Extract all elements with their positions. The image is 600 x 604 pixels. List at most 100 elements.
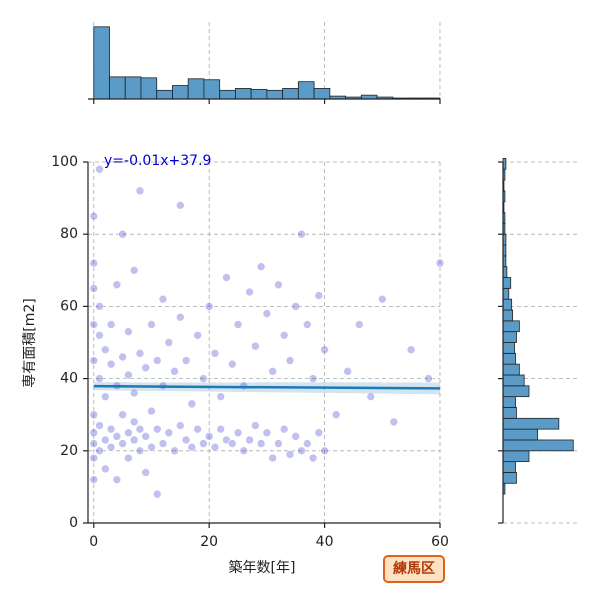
scatter-point (262, 309, 272, 318)
scatter-point (124, 370, 133, 380)
histogram-bar (502, 320, 520, 333)
scatter-point (89, 284, 99, 293)
histogram-bar (124, 76, 142, 100)
scatter-point (314, 291, 324, 300)
histogram-bar (502, 461, 516, 473)
scatter-point (233, 320, 243, 329)
histogram-bar (502, 396, 516, 408)
scatter-point (285, 356, 295, 365)
scatter-point (343, 367, 352, 376)
scatter-point (204, 302, 214, 311)
scatter-point (89, 475, 99, 484)
scatter-point (227, 359, 237, 369)
scatter-point (129, 417, 139, 427)
scatter-point (245, 287, 254, 297)
scatter-point (112, 280, 122, 290)
scatter-point (118, 410, 127, 420)
x-tick-label: 20 (200, 534, 218, 550)
scatter-point (210, 442, 220, 452)
scatter-point (176, 312, 185, 322)
histogram-bar (250, 88, 268, 100)
scatter-point (89, 356, 99, 365)
histogram-bar (502, 287, 510, 300)
scatter-point (164, 428, 174, 438)
scatter-point (101, 435, 110, 445)
scatter-point (199, 439, 208, 448)
scatter-point (141, 468, 151, 477)
scatter-point (89, 258, 99, 268)
scatter-point (106, 359, 116, 369)
histogram-bar (156, 89, 173, 100)
histogram-bar (502, 374, 525, 387)
scatter-point (268, 453, 277, 463)
scatter-point (101, 392, 110, 401)
scatter-point (89, 428, 99, 438)
scatter-point (320, 446, 329, 456)
scatter-point (152, 424, 162, 434)
scatter-point (314, 428, 324, 438)
scatter-point (141, 432, 151, 441)
scatter-point (95, 374, 104, 383)
badge: 練馬区 (393, 560, 435, 577)
scatter-point (106, 320, 116, 329)
scatter-point (302, 439, 312, 448)
x-tick-label: 40 (316, 534, 334, 550)
scatter-point (239, 446, 249, 456)
scatter-point (124, 428, 133, 438)
scatter-point (222, 273, 231, 282)
y-tick-label: 40 (60, 371, 78, 387)
scatter-point (291, 432, 301, 441)
scatter-point (193, 330, 202, 340)
histogram-bar (502, 342, 515, 354)
scatter-point (297, 229, 306, 239)
y-tick-label: 60 (60, 298, 78, 314)
scatter-point (135, 424, 145, 434)
scatter-point (274, 439, 283, 448)
scatter-point (176, 421, 185, 430)
y-tick-label: 100 (51, 154, 78, 170)
scatter-point (187, 442, 197, 452)
scatter-point (170, 446, 179, 456)
histogram-bar (502, 352, 516, 365)
scatter-point (95, 446, 104, 456)
scatter-point (193, 424, 202, 434)
scatter-point (354, 320, 364, 329)
scatter-point (366, 392, 376, 401)
scatter-point (170, 367, 179, 376)
scatter-point (256, 262, 266, 271)
histogram-bar (93, 26, 110, 100)
scatter-point (112, 475, 122, 484)
histogram-bar (502, 385, 530, 398)
histogram-bar (502, 407, 517, 419)
scatter-point (147, 442, 156, 452)
scatter-point (302, 320, 312, 329)
histogram-bar (502, 331, 517, 343)
scatter-point (251, 421, 260, 430)
scatter-point (279, 424, 289, 434)
scatter-point (227, 439, 237, 448)
histogram-bar (502, 428, 539, 441)
scatter-point (176, 201, 185, 210)
scatter-point (141, 363, 151, 373)
regression-line (93, 384, 441, 390)
y-tick-label: 80 (60, 226, 78, 242)
scatter-point (285, 450, 295, 459)
scatter-point (181, 356, 191, 365)
scatter-point (118, 352, 127, 362)
scatter-point (204, 432, 214, 441)
scatter-point (152, 356, 162, 365)
scatter-point (158, 294, 168, 304)
scatter-point (274, 280, 283, 290)
histogram-bar (502, 472, 517, 484)
scatter-point (112, 432, 122, 441)
scatter-point (187, 399, 197, 409)
scatter-point (320, 345, 329, 355)
scatter-point (331, 410, 341, 420)
histogram-bar (313, 88, 331, 100)
histogram-bar (502, 277, 512, 289)
histogram-bar (109, 76, 126, 100)
scatter-point (308, 453, 318, 463)
scatter-point (181, 435, 191, 445)
scatter-point (101, 464, 110, 474)
scatter-point (89, 211, 99, 221)
